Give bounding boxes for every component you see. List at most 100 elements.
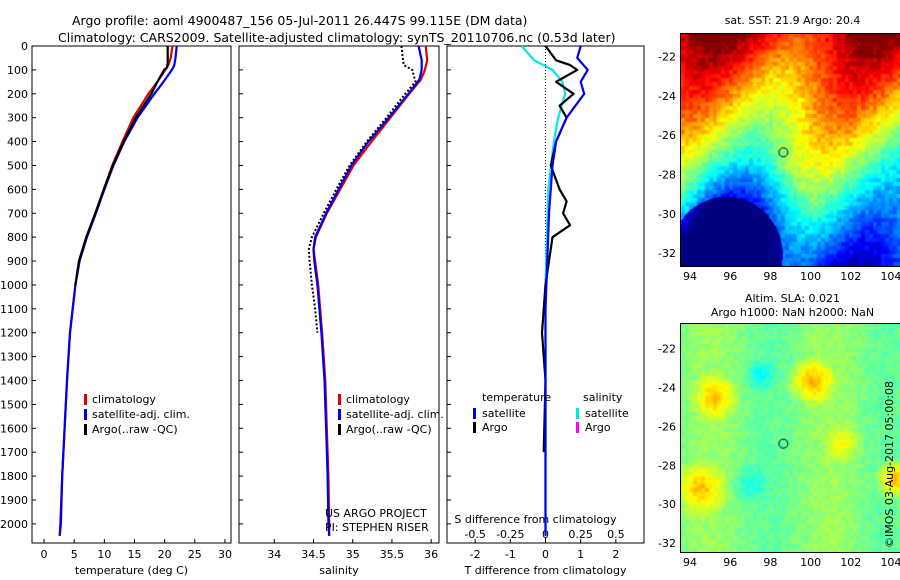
xtick-label: 10 (97, 548, 111, 561)
ytick-label: 800 (7, 231, 28, 244)
series-line-argo-raw-qc- (307, 45, 417, 333)
sst-map (680, 33, 900, 267)
map-xtick-label: 96 (723, 556, 737, 569)
annotation: US ARGO PROJECT (325, 507, 427, 520)
map-xtick-label: 98 (763, 270, 777, 283)
legend-label: satellite-adj. clim. (92, 408, 190, 421)
xtick-label: 2 (612, 548, 619, 561)
sla-map-title-2: Argo h1000: NaN h2000: NaN (710, 306, 875, 319)
xtick-label: 34 (267, 548, 281, 561)
s-axis-label: S difference from climatology (454, 513, 617, 526)
legend-swatch (576, 408, 579, 419)
ytick-label: 1500 (0, 398, 28, 411)
ytick-label: 1600 (0, 422, 28, 435)
xtick-label: 0 (542, 548, 549, 561)
legend-header: salinity (583, 391, 623, 404)
xtick-label: -2 (470, 548, 481, 561)
series-line-satellite-adj-clim- (312, 45, 423, 536)
ytick-label: 1800 (0, 470, 28, 483)
map-xtick-label: 100 (800, 270, 821, 283)
x-axis-label: T difference from climatology (464, 564, 627, 577)
legend-label: satellite (585, 407, 629, 420)
x-axis-label: temperature (deg C) (75, 564, 188, 577)
map-xtick-label: 104 (880, 270, 900, 283)
map-ytick-label: -32 (658, 247, 676, 260)
x-axis-label: salinity (319, 564, 359, 577)
map-ytick-label: -28 (658, 459, 676, 472)
s-xtick-label: 0.5 (607, 528, 625, 541)
xtick-label: 36 (424, 548, 438, 561)
series-line-satellite-adj-clim- (58, 45, 178, 536)
map-ytick-label: -28 (658, 169, 676, 182)
xtick-label: 15 (128, 548, 142, 561)
ytick-label: 300 (7, 112, 28, 125)
ytick-label: 600 (7, 183, 28, 196)
ytick-label: 2000 (0, 518, 28, 531)
legend-swatch (84, 424, 87, 435)
legend-swatch (84, 409, 87, 420)
xtick-label: 1 (577, 548, 584, 561)
legend-swatch (576, 422, 579, 433)
map-xtick-label: 100 (800, 556, 821, 569)
legend-header: temperature (482, 391, 551, 404)
map-ytick-label: -26 (658, 420, 676, 433)
xtick-label: -1 (505, 548, 516, 561)
chart-title-line2: Climatology: CARS2009. Satellite-adjuste… (58, 30, 616, 45)
legend-label: satellite-adj. clim. (346, 408, 444, 421)
xtick-label: 0 (41, 548, 48, 561)
legend-swatch (473, 422, 476, 433)
ytick-label: 1400 (0, 375, 28, 388)
xtick-label: 34.5 (301, 548, 326, 561)
series-line-satellite (520, 45, 567, 536)
ytick-label: 1100 (0, 303, 28, 316)
xtick-label: 30 (218, 548, 232, 561)
series-line-climatology (312, 45, 429, 536)
ytick-label: 400 (7, 136, 28, 149)
map-xtick-label: 102 (840, 270, 861, 283)
map-ytick-label: -22 (658, 342, 676, 355)
ytick-label: 1700 (0, 446, 28, 459)
series-line-satellite (544, 45, 589, 536)
map-ytick-label: -24 (658, 381, 676, 394)
map-ytick-label: -30 (658, 208, 676, 221)
ytick-label: 900 (7, 255, 28, 268)
legend-label: climatology (346, 393, 410, 406)
series-line-climatology (58, 45, 174, 536)
ytick-label: 1000 (0, 279, 28, 292)
map-xtick-label: 96 (723, 270, 737, 283)
xtick-label: 35.5 (380, 548, 405, 561)
series-line-argo-raw-qc- (74, 46, 169, 286)
map-xtick-label: 102 (840, 556, 861, 569)
legend-swatch (338, 394, 341, 405)
s-xtick-label: -0.25 (496, 528, 524, 541)
chart-title-line1: Argo profile: aoml 4900487_156 05-Jul-20… (72, 13, 528, 28)
ytick-label: 100 (7, 64, 28, 77)
ytick-label: 700 (7, 207, 28, 220)
map-xtick-label: 98 (763, 556, 777, 569)
map-xtick-label: 104 (880, 556, 900, 569)
ytick-label: 1300 (0, 351, 28, 364)
xtick-label: 35 (346, 548, 360, 561)
legend-label: Argo (482, 421, 508, 434)
map-ytick-label: -30 (658, 498, 676, 511)
legend-label: Argo (585, 421, 611, 434)
map-ytick-label: -22 (658, 51, 676, 64)
ytick-label: 1900 (0, 494, 28, 507)
credit-text: ©IMOS 03-Aug-2017 05:00:08 (883, 381, 896, 548)
legend-label: Argo(..raw -QC) (346, 423, 432, 436)
legend-label: climatology (92, 393, 156, 406)
legend-label: satellite (482, 407, 526, 420)
plot-frame-1 (31, 45, 232, 544)
sla-map (680, 323, 900, 553)
map-ytick-label: -24 (658, 90, 676, 103)
plot-frame-2 (238, 45, 440, 544)
ytick-label: 500 (7, 159, 28, 172)
map-xtick-label: 94 (683, 270, 697, 283)
legend-swatch (338, 424, 341, 435)
sla-map-title-1: Altim. SLA: 0.021 (744, 292, 841, 305)
xtick-label: 20 (158, 548, 172, 561)
map-xtick-label: 94 (683, 556, 697, 569)
s-xtick-label: 0.25 (568, 528, 593, 541)
legend-label: Argo(..raw -QC) (92, 423, 178, 436)
